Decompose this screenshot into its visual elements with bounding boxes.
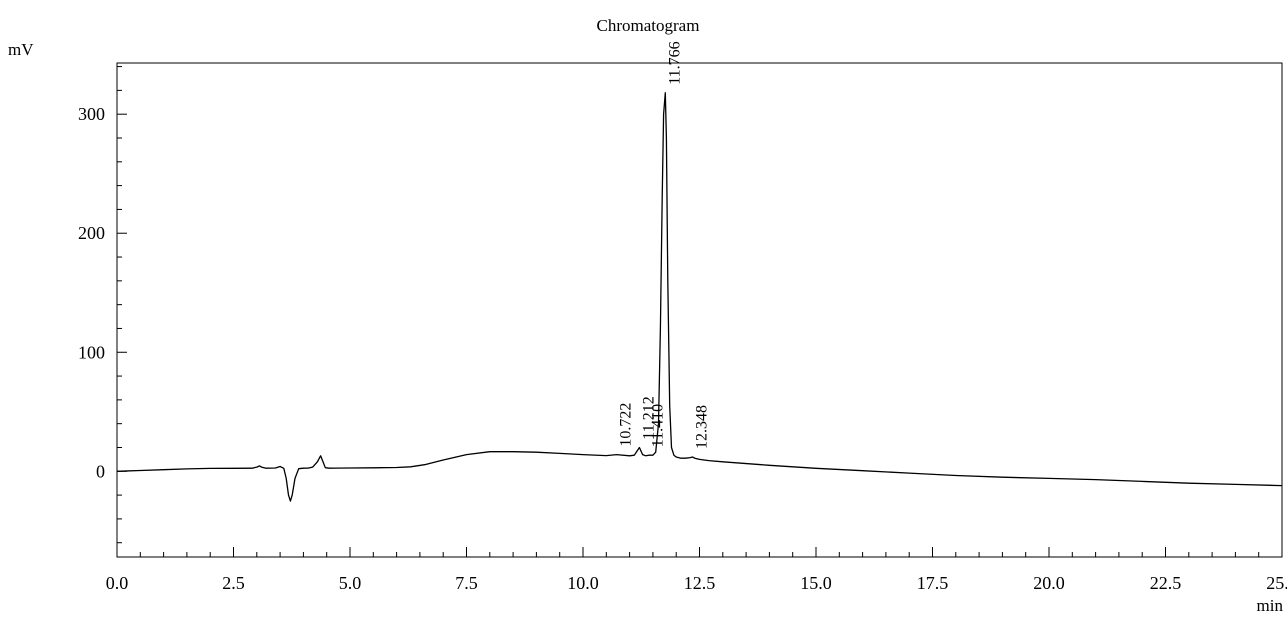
x-tick-label: 15.0 (800, 573, 832, 593)
y-tick-label: 100 (78, 342, 105, 362)
x-tick-label: 5.0 (339, 573, 362, 593)
chromatogram-trace (116, 92, 1283, 502)
peak-retention-label: 11.410 (650, 404, 667, 447)
peak-retention-label: 11.212 (640, 396, 657, 439)
chart-title: Chromatogram (597, 16, 700, 35)
x-tick-label: 25.0 (1266, 573, 1287, 593)
x-tick-label: 7.5 (455, 573, 478, 593)
peak-retention-label: 11.766 (666, 41, 683, 84)
y-axis-unit-label: mV (8, 40, 34, 59)
x-tick-label: 20.0 (1033, 573, 1065, 593)
x-tick-label: 22.5 (1150, 573, 1182, 593)
x-tick-label: 12.5 (684, 573, 716, 593)
y-axis: 0 100 200 300 (78, 66, 127, 544)
x-tick-label: 17.5 (917, 573, 949, 593)
peak-retention-label: 10.722 (618, 403, 635, 447)
peak-retention-label: 12.348 (693, 405, 710, 449)
x-tick-label: 10.0 (567, 573, 599, 593)
plot-frame (116, 62, 1283, 558)
x-axis-unit-label: min (1257, 596, 1284, 615)
x-tick-label: 2.5 (222, 573, 245, 593)
x-axis: 0.0 2.5 5.0 7.5 10.0 12.5 15.0 17.5 20.0 22.5 25.0 (106, 547, 1287, 593)
y-tick-label: 200 (78, 223, 105, 243)
x-tick-label: 0.0 (106, 573, 129, 593)
y-tick-label: 300 (78, 104, 105, 124)
y-tick-label: 0 (96, 461, 105, 481)
trace-layer (116, 92, 1283, 502)
